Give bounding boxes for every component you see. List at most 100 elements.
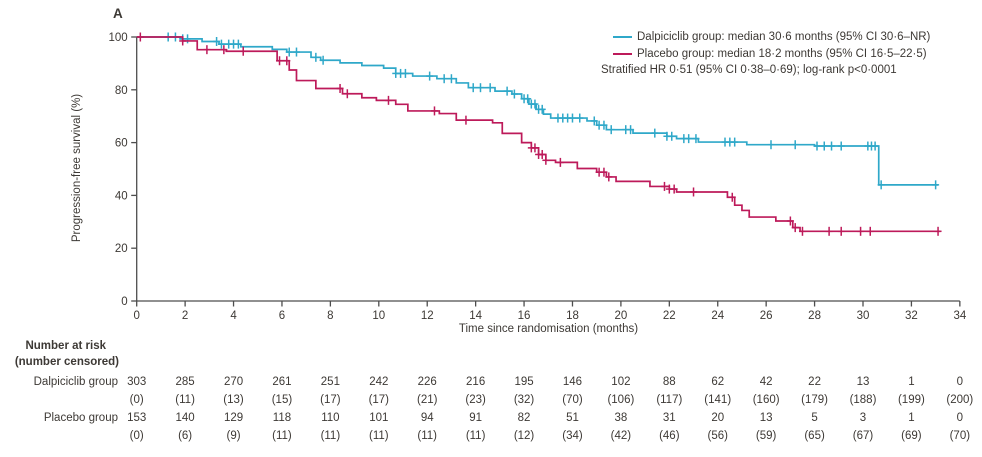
- censored-value: (70): [562, 394, 583, 406]
- risk-row-label: Dalpiciclib group: [33, 376, 118, 388]
- censored-value: (34): [562, 430, 583, 442]
- x-tick-label: 26: [760, 310, 773, 322]
- x-tick-label: 30: [857, 310, 870, 322]
- panel-label: A: [113, 6, 123, 21]
- risk-value: 118: [272, 412, 292, 424]
- censored-value: (141): [704, 394, 732, 406]
- y-tick-label: 100: [109, 32, 128, 44]
- risk-value: 0: [956, 376, 964, 388]
- x-tick-label: 10: [372, 310, 385, 322]
- risk-value: 1: [908, 376, 915, 388]
- risk-value: 140: [175, 412, 195, 424]
- censored-value: (11): [417, 430, 438, 442]
- x-tick-label: 32: [905, 310, 918, 322]
- x-tick-label: 22: [663, 310, 676, 322]
- censored-value: (11): [368, 430, 389, 442]
- legend-label-dalpiciclib: Dalpiciclib group: median 30·6 months (9…: [637, 31, 931, 43]
- risk-value: 13: [759, 412, 773, 424]
- x-tick-label: 4: [230, 310, 237, 322]
- y-tick-label: 20: [115, 243, 128, 255]
- legend-note: Stratified HR 0·51 (95% CI 0·38–0·69); l…: [601, 64, 897, 76]
- censored-value: (200): [946, 394, 974, 406]
- legend-label-placebo: Placebo group: median 18·2 months (95% C…: [637, 48, 927, 60]
- risk-value: 1: [908, 412, 915, 424]
- x-tick-label: 28: [808, 310, 821, 322]
- censored-value: (0): [129, 430, 144, 442]
- legend-swatch-placebo-icon: [613, 53, 632, 55]
- risk-value: 20: [711, 412, 725, 424]
- risk-value: 0: [956, 412, 964, 424]
- censored-value: (32): [513, 394, 535, 406]
- risk-value: 101: [369, 412, 389, 424]
- x-tick-label: 2: [182, 310, 188, 322]
- censored-value: (46): [659, 430, 680, 442]
- x-tick-label: 24: [711, 310, 724, 322]
- y-tick-label: 40: [115, 190, 128, 202]
- x-tick-label: 12: [421, 310, 434, 322]
- risk-value: 38: [614, 412, 628, 424]
- censored-value: (106): [607, 394, 635, 406]
- risk-value: 242: [369, 376, 389, 388]
- censored-value: (11): [465, 430, 486, 442]
- censored-value: (56): [707, 430, 728, 442]
- risk-value: 261: [272, 376, 292, 388]
- risk-value: 13: [856, 376, 870, 388]
- censored-value: (17): [368, 394, 390, 406]
- risk-value: 285: [175, 376, 195, 388]
- risk-value: 110: [321, 412, 340, 424]
- risk-value: 82: [517, 412, 531, 424]
- censored-value: (42): [610, 430, 632, 442]
- risk-value: 62: [711, 376, 725, 388]
- censored-value: (23): [465, 394, 486, 406]
- y-tick-label: 60: [115, 138, 128, 150]
- risk-value: 102: [611, 376, 631, 388]
- x-tick-label: 20: [615, 310, 628, 322]
- censored-value: (11): [272, 430, 292, 442]
- risk-value: 91: [469, 412, 483, 424]
- censored-value: (160): [752, 394, 780, 406]
- censored-value: (69): [901, 430, 922, 442]
- risk-table-header: Number at risk: [25, 340, 106, 352]
- y-tick-label: 80: [115, 85, 128, 97]
- risk-value: 153: [127, 412, 147, 424]
- risk-value: 216: [466, 376, 486, 388]
- y-axis-title: Progression-free survival (%): [71, 93, 83, 243]
- risk-value: 94: [420, 412, 434, 424]
- risk-value: 22: [808, 376, 821, 388]
- censored-value: (199): [897, 394, 925, 406]
- x-tick-label: 16: [518, 310, 531, 322]
- risk-value: 251: [320, 376, 340, 388]
- x-tick-label: 0: [133, 310, 139, 322]
- risk-value: 195: [514, 376, 534, 388]
- risk-value: 129: [223, 412, 244, 424]
- risk-value: 3: [859, 412, 867, 424]
- x-tick-label: 18: [566, 310, 579, 322]
- censored-value: (179): [801, 394, 828, 406]
- censored-value: (6): [178, 430, 193, 442]
- censored-value: (11): [175, 394, 195, 406]
- censored-value: (67): [852, 430, 874, 442]
- censored-value: (12): [513, 430, 535, 442]
- censored-value: (9): [226, 430, 241, 442]
- censored-value: (188): [849, 394, 877, 406]
- risk-value: 146: [562, 376, 583, 388]
- x-tick-label: 8: [327, 310, 333, 322]
- risk-value: 303: [127, 376, 147, 388]
- legend-swatch-dalpiciclib-icon: [613, 36, 632, 38]
- x-axis-title: Time since randomisation (months): [458, 323, 639, 335]
- x-tick-label: 34: [953, 310, 966, 322]
- censored-value: (11): [320, 430, 341, 442]
- legend-entry-placebo: Placebo group: median 18·2 months (95% C…: [613, 48, 927, 60]
- censored-value: (65): [804, 430, 825, 442]
- risk-row-label: Placebo group: [43, 412, 118, 424]
- risk-value: 31: [662, 412, 676, 424]
- censored-value: (13): [223, 394, 244, 406]
- censored-value: (17): [320, 394, 341, 406]
- legend-entry-dalpiciclib: Dalpiciclib group: median 30·6 months (9…: [613, 31, 930, 43]
- risk-table-subheader: (number censored): [14, 356, 119, 368]
- x-tick-label: 6: [279, 310, 285, 322]
- y-tick-label: 0: [121, 296, 127, 308]
- risk-value: 42: [759, 376, 773, 388]
